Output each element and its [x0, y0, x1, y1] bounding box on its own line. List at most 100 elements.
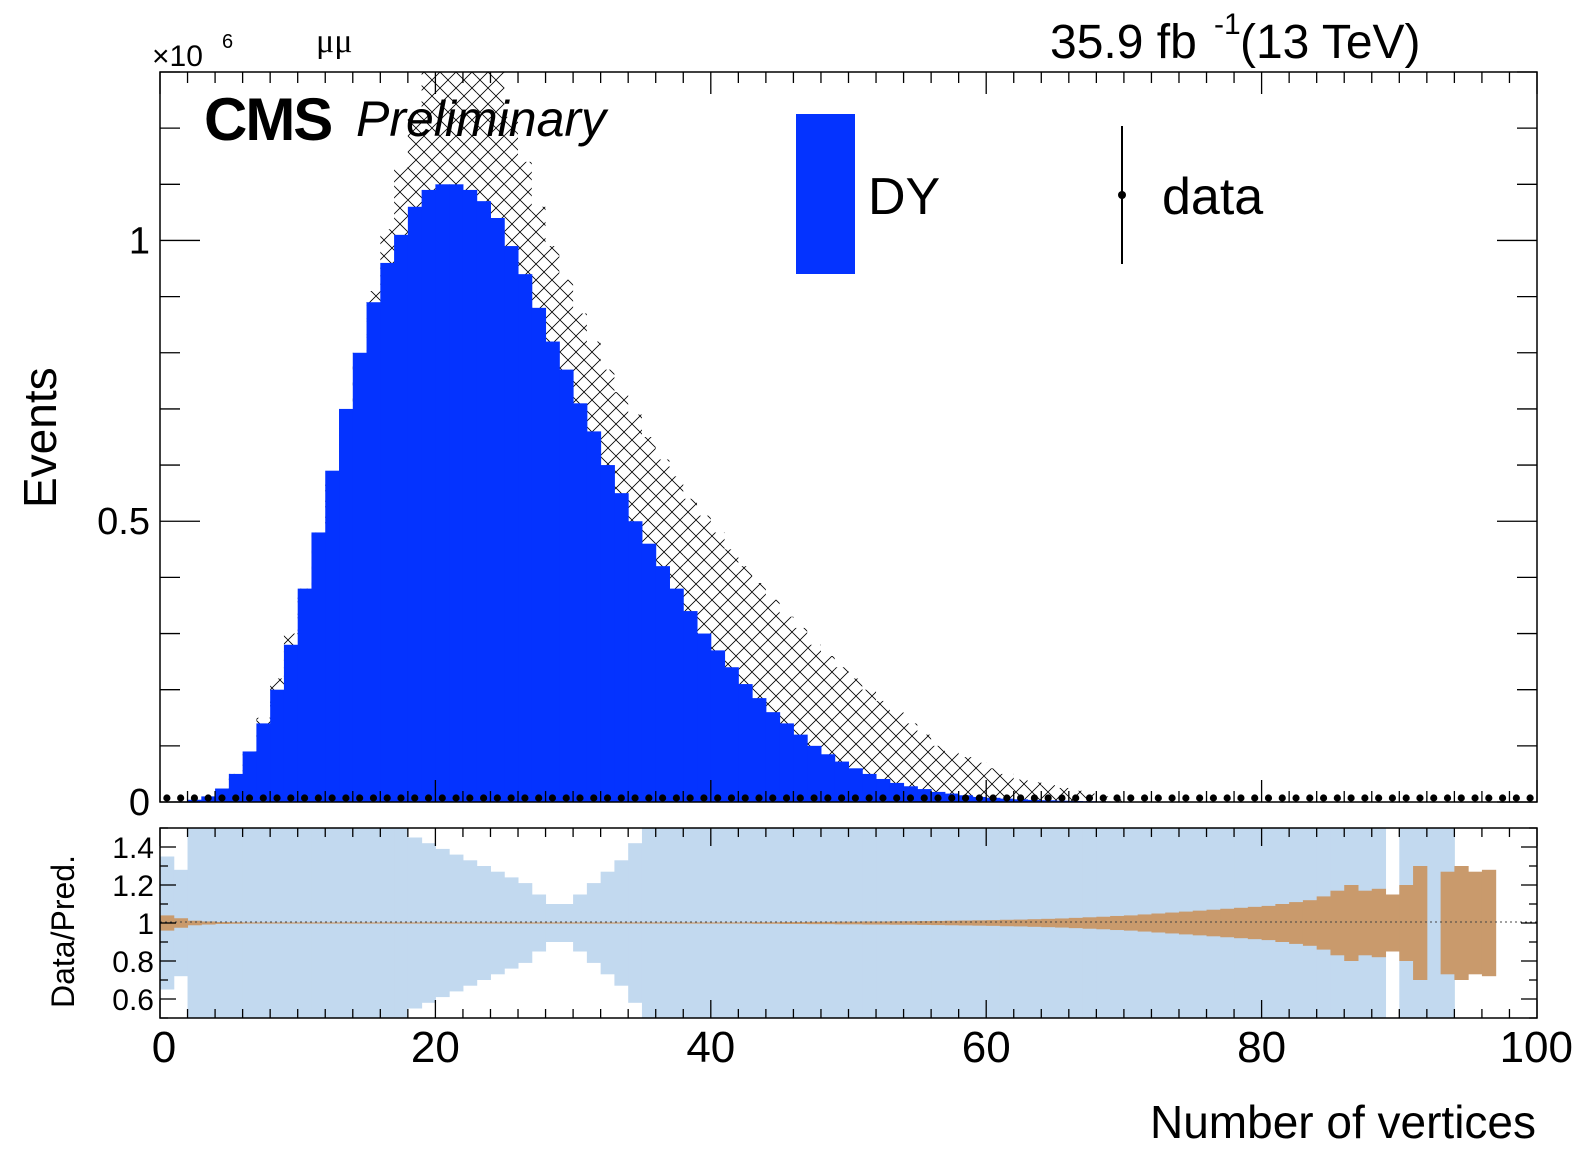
data-point [300, 794, 309, 802]
dy-bar [669, 588, 684, 802]
data-point [631, 794, 639, 802]
data-point [1085, 794, 1094, 802]
hatch-bin [917, 734, 932, 802]
ratio-err-bin [1330, 890, 1345, 956]
ratio-err-bin [752, 922, 767, 924]
x-axis-label: Number of vertices [1150, 1096, 1536, 1148]
ratio-err-bin [903, 921, 918, 925]
data-point [590, 794, 598, 802]
ratio-err-bin [573, 922, 588, 924]
multiplier-base: ×10 [152, 40, 203, 73]
data-point [727, 794, 736, 802]
data-point [397, 794, 405, 802]
ratio-err-bin [173, 918, 189, 928]
data-point [1278, 794, 1286, 802]
ratio-err-bin [779, 922, 794, 924]
dy-bar [807, 745, 822, 802]
data-point [1140, 794, 1149, 802]
ratio-err-bin [1192, 910, 1208, 936]
y-tick-label: 0.5 [97, 501, 150, 543]
data-point [521, 794, 529, 802]
data-point [1430, 794, 1438, 802]
data-points [163, 794, 1534, 802]
ratio-err-bin [1247, 906, 1263, 940]
dy-bar [380, 262, 395, 802]
ratio-err-bin [1371, 888, 1387, 958]
data-point [851, 794, 859, 802]
ratio-err-bin [283, 922, 299, 924]
data-point [934, 794, 942, 802]
ratio-err-bin [380, 922, 395, 924]
legend-data-label: data [1162, 168, 1263, 226]
data-point [1113, 794, 1121, 802]
dy-bar [504, 246, 519, 802]
ratio-error-band [160, 866, 1497, 980]
x-tick-label: 100 [1500, 1023, 1573, 1072]
ratio-err-bin [862, 921, 877, 925]
dy-bar [779, 723, 794, 802]
ratio-err-bin [1454, 866, 1469, 980]
hatch-bin [889, 712, 904, 802]
data-point [893, 794, 901, 802]
channel-label: μμ [316, 23, 352, 60]
dy-bar [641, 543, 657, 802]
data-point [1223, 794, 1231, 802]
ratio-err-bin [697, 922, 712, 924]
ratio-err-bin [462, 922, 478, 924]
dy-bar [848, 768, 863, 802]
data-point [411, 794, 419, 802]
ratio-err-bin [394, 922, 409, 924]
ratio-err-bin [669, 922, 684, 924]
dy-bar [311, 532, 326, 802]
ratio-err-bin [724, 922, 739, 924]
data-point [672, 794, 680, 802]
ratio-err-bin [270, 922, 285, 924]
data-point [273, 794, 281, 802]
dy-bar [710, 650, 726, 802]
ratio-err-bin [986, 920, 1001, 926]
data-point [452, 794, 460, 802]
ratio-err-bin [600, 922, 615, 924]
hatch-bin [999, 773, 1014, 802]
ratio-err-bin [490, 922, 505, 924]
ratio-err-bin [1275, 904, 1290, 942]
data-point [259, 794, 267, 802]
lumi-value: 35.9 fb [1050, 16, 1197, 69]
data-point [1099, 794, 1107, 802]
dy-histogram [160, 184, 1373, 802]
ratio-band-bin [1426, 828, 1442, 1018]
ratio-err-bin [421, 922, 436, 924]
ratio-err-bin [1110, 915, 1125, 931]
data-point [383, 794, 391, 802]
ratio-err-bin [1440, 871, 1455, 975]
ratio-err-bin [504, 922, 519, 924]
dy-bar [573, 403, 588, 802]
dy-bar [724, 667, 739, 802]
ratio-err-bin [889, 921, 905, 925]
ratio-err-bin [352, 922, 368, 924]
data-point [879, 794, 887, 802]
data-point [741, 794, 749, 802]
data-point [479, 794, 488, 802]
ratio-err-bin [531, 922, 547, 924]
ratio-y-axis-label: Data/Pred. [45, 855, 81, 1008]
dy-bar [462, 189, 478, 802]
data-point [1306, 794, 1314, 802]
ratio-err-bin [325, 922, 340, 924]
hatch-bin [944, 751, 959, 802]
data-point [782, 794, 791, 802]
data-point [865, 794, 873, 802]
data-point [1498, 794, 1507, 802]
dy-bar [270, 689, 285, 802]
data-point [769, 794, 777, 802]
ratio-err-bin [449, 922, 464, 924]
ratio-ticks: 0.6 0.8 1 1.2 1.4 0 20 40 60 80 100 [112, 827, 1573, 1072]
data-point [1443, 794, 1452, 802]
ratio-err-bin [1220, 908, 1235, 938]
legend: DY data [796, 114, 1263, 274]
ratio-err-bin [765, 922, 781, 924]
data-point [328, 794, 336, 802]
data-point [838, 794, 846, 802]
ratio-y-tick-label: 0.8 [112, 946, 154, 979]
